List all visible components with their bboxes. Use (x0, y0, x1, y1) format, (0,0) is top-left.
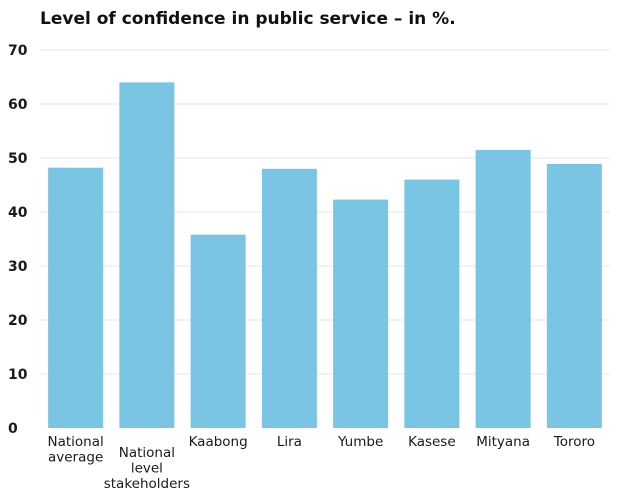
x-tick-label-line: stakeholders (104, 476, 190, 492)
y-tick-label: 50 (8, 151, 28, 167)
bar (404, 179, 460, 428)
bar (119, 82, 175, 429)
x-tick-label-line: Mityana (476, 434, 530, 450)
x-tick-label-line: Yumbe (337, 434, 383, 450)
x-axis-ticks: National average National level stakeholders… (47, 434, 595, 492)
bar (333, 199, 389, 428)
x-tick-label: Kasese (408, 434, 456, 450)
bars (48, 82, 602, 429)
x-tick-label-line: Kaabong (189, 434, 248, 450)
bar (475, 149, 531, 428)
y-tick-label: 10 (8, 367, 28, 383)
x-tick-label: Yumbe (337, 434, 383, 450)
chart-title: Level of confidence in public service – … (40, 9, 456, 29)
y-axis-ticks: 0 10 20 30 40 50 60 70 (8, 43, 28, 437)
bar (48, 167, 104, 428)
x-tick-label-line: National (119, 445, 175, 461)
y-tick-label: 30 (8, 259, 28, 275)
x-tick-label-line: National (47, 434, 103, 450)
x-tick-label: Lira (277, 434, 302, 450)
bar (190, 234, 246, 428)
y-tick-label: 70 (8, 43, 28, 59)
x-tick-label-line: average (48, 450, 103, 466)
x-tick-label-line: Kasese (408, 434, 456, 450)
y-tick-label: 20 (8, 313, 28, 329)
x-tick-label-line: Tororo (553, 434, 595, 450)
x-tick-label-line: Lira (277, 434, 302, 450)
x-tick-label: Mityana (476, 434, 530, 450)
y-tick-label: 40 (8, 205, 28, 221)
x-tick-label: National level stakeholders (104, 445, 190, 492)
y-tick-label: 60 (8, 97, 28, 113)
bar (546, 163, 602, 428)
bar (261, 168, 317, 429)
x-tick-label: Kaabong (189, 434, 248, 450)
x-tick-label-line: level (131, 461, 163, 477)
x-tick-label: National average (47, 434, 103, 466)
y-tick-label: 0 (8, 421, 18, 437)
x-tick-label: Tororo (553, 434, 595, 450)
